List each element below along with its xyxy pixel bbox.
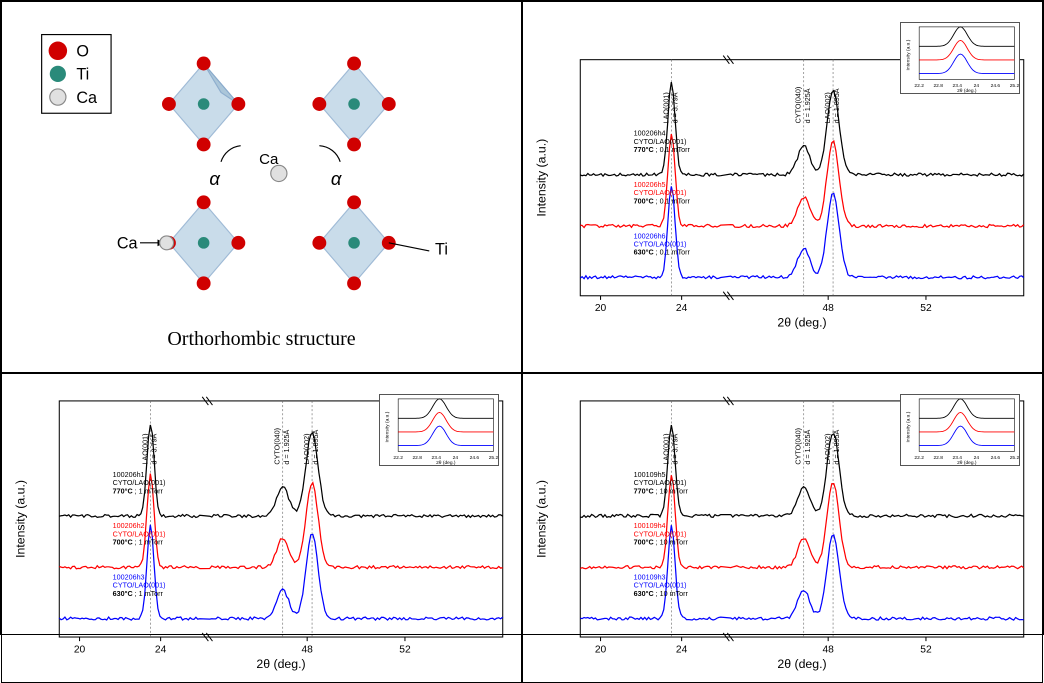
alpha-right: α: [331, 168, 342, 189]
svg-text:630°C ; 1 mTorr: 630°C ; 1 mTorr: [113, 590, 164, 598]
svg-text:2θ (deg.): 2θ (deg.): [436, 460, 456, 465]
svg-text:2θ (deg.): 2θ (deg.): [957, 88, 977, 93]
svg-text:2θ (deg.): 2θ (deg.): [777, 657, 826, 671]
svg-text:100206h2: 100206h2: [113, 522, 145, 530]
svg-text:Intensity (a.u.): Intensity (a.u.): [534, 139, 548, 217]
svg-text:CYTO(040): CYTO(040): [274, 428, 282, 465]
svg-text:100109h5: 100109h5: [634, 471, 666, 479]
svg-text:630°C ; 0.1 mTorr: 630°C ; 0.1 mTorr: [634, 249, 691, 257]
legend-ca: Ca: [76, 89, 97, 107]
svg-text:2θ (deg.): 2θ (deg.): [957, 460, 977, 465]
chart-cell-1: 202448522θ (deg.)Intensity (a.u.)LAO(001…: [522, 1, 1043, 373]
structure-cell: O Ti Ca: [1, 1, 522, 373]
alpha-left: α: [209, 168, 220, 189]
svg-text:770°C ; 1 mTorr: 770°C ; 1 mTorr: [113, 487, 164, 495]
svg-text:700°C ; 0.1 mTorr: 700°C ; 0.1 mTorr: [634, 197, 691, 205]
svg-text:100206h5: 100206h5: [634, 181, 666, 189]
chart-inset: 22.222.823.42424.625.22θ (deg.)Intensity…: [900, 394, 1020, 466]
svg-text:CYTO/LAO(001): CYTO/LAO(001): [634, 138, 687, 146]
svg-text:100109h4: 100109h4: [634, 522, 666, 530]
xrd-chart-3: 202448522θ (deg.)Intensity (a.u.)LAO(001…: [531, 382, 1034, 674]
svg-text:Intensity (a.u.): Intensity (a.u.): [534, 480, 548, 558]
svg-text:CYTO/LAO(001): CYTO/LAO(001): [113, 582, 166, 590]
figure-grid: O Ti Ca: [0, 0, 1044, 635]
svg-text:25.2: 25.2: [1010, 455, 1019, 461]
ca-label: Ca: [259, 151, 279, 168]
svg-text:48: 48: [822, 644, 834, 655]
svg-text:CYTO/LAO(001): CYTO/LAO(001): [634, 582, 687, 590]
svg-text:22.2: 22.2: [914, 83, 924, 89]
chart-inset: 22.222.823.42424.625.22θ (deg.)Intensity…: [379, 394, 499, 466]
legend-o: O: [76, 43, 89, 61]
structure-diagram: O Ti Ca: [10, 23, 513, 324]
svg-text:CYTO(040): CYTO(040): [795, 87, 803, 124]
xrd-chart-1: 202448522θ (deg.)Intensity (a.u.)LAO(001…: [531, 10, 1034, 364]
svg-text:CYTO/LAO(001): CYTO/LAO(001): [113, 530, 166, 538]
svg-text:52: 52: [399, 644, 411, 655]
svg-text:100206h4: 100206h4: [634, 130, 666, 138]
svg-text:2θ (deg.): 2θ (deg.): [777, 316, 826, 330]
svg-text:630°C ; 10 mTorr: 630°C ; 10 mTorr: [634, 590, 689, 598]
svg-text:d = 1.925Å: d = 1.925Å: [803, 429, 812, 464]
svg-text:d = 1.925Å: d = 1.925Å: [282, 429, 291, 464]
svg-text:100206h6: 100206h6: [634, 232, 666, 240]
ca-arrow-label: Ca: [117, 235, 138, 253]
svg-text:48: 48: [301, 644, 313, 655]
svg-text:24: 24: [676, 644, 688, 655]
svg-text:Intensity (a.u.): Intensity (a.u.): [905, 411, 911, 442]
svg-text:100206h1: 100206h1: [113, 471, 145, 479]
svg-text:52: 52: [920, 644, 932, 655]
svg-text:25.2: 25.2: [1010, 83, 1019, 89]
svg-text:20: 20: [595, 303, 607, 314]
svg-text:2θ (deg.): 2θ (deg.): [256, 657, 305, 671]
svg-text:CYTO/LAO(001): CYTO/LAO(001): [634, 189, 687, 197]
svg-text:CYTO/LAO(001): CYTO/LAO(001): [634, 479, 687, 487]
svg-text:CYTO(040): CYTO(040): [795, 428, 803, 465]
legend-ti: Ti: [76, 66, 89, 84]
structure-caption: Orthorhombic structure: [167, 328, 355, 351]
svg-text:Intensity (a.u.): Intensity (a.u.): [13, 480, 27, 558]
svg-text:52: 52: [920, 303, 932, 314]
svg-text:22.8: 22.8: [933, 455, 943, 461]
svg-text:24: 24: [155, 644, 167, 655]
svg-text:48: 48: [822, 303, 834, 314]
svg-text:700°C ; 1 mTorr: 700°C ; 1 mTorr: [113, 539, 164, 547]
svg-text:700°C ; 10 mTorr: 700°C ; 10 mTorr: [634, 539, 689, 547]
svg-text:20: 20: [595, 644, 607, 655]
svg-text:25.2: 25.2: [489, 455, 498, 461]
svg-text:22.2: 22.2: [393, 455, 403, 461]
svg-text:Intensity (a.u.): Intensity (a.u.): [905, 39, 911, 70]
svg-text:CYTO/LAO(001): CYTO/LAO(001): [113, 479, 166, 487]
svg-text:770°C ; 0.1 mTorr: 770°C ; 0.1 mTorr: [634, 146, 691, 154]
svg-text:20: 20: [74, 644, 86, 655]
svg-text:22.8: 22.8: [412, 455, 422, 461]
svg-text:d = 1.925Å: d = 1.925Å: [803, 88, 812, 123]
xrd-chart-2: 202448522θ (deg.)Intensity (a.u.)LAO(001…: [10, 382, 513, 674]
svg-text:24.6: 24.6: [991, 83, 1001, 89]
svg-text:100206h3: 100206h3: [113, 573, 145, 581]
chart-inset: 22.222.823.42424.625.22θ (deg.)Intensity…: [900, 22, 1020, 94]
svg-text:100109h3: 100109h3: [634, 573, 666, 581]
svg-text:CYTO/LAO(001): CYTO/LAO(001): [634, 241, 687, 249]
svg-text:CYTO/LAO(001): CYTO/LAO(001): [634, 530, 687, 538]
svg-text:Intensity (a.u.): Intensity (a.u.): [384, 411, 390, 442]
svg-text:24.6: 24.6: [991, 455, 1001, 461]
svg-text:24.6: 24.6: [470, 455, 480, 461]
svg-text:770°C ; 10 mTorr: 770°C ; 10 mTorr: [634, 487, 689, 495]
svg-text:24: 24: [676, 303, 688, 314]
svg-text:22.2: 22.2: [914, 455, 924, 461]
chart-cell-2: 202448522θ (deg.)Intensity (a.u.)LAO(001…: [1, 373, 522, 683]
chart-cell-3: 202448522θ (deg.)Intensity (a.u.)LAO(001…: [522, 373, 1043, 683]
svg-text:22.8: 22.8: [933, 83, 943, 89]
ti-arrow-label: Ti: [435, 240, 448, 258]
